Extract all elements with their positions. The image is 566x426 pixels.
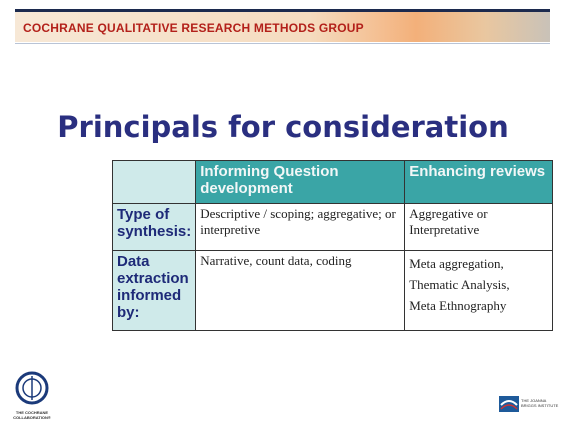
header-rule (15, 43, 550, 44)
header-banner: Cochrane Qualitative Research Methods Gr… (15, 9, 550, 42)
row-header: Data extraction informed by: (111, 250, 197, 331)
table-cell: Meta aggregation, Thematic Analysis, Met… (404, 250, 553, 331)
left-logo-text: The Cochrane Collaboration® (13, 410, 51, 420)
table-cell: Descriptive / scoping; aggregative; or i… (195, 203, 406, 251)
table-cell: Aggregative or Interpretative (404, 203, 553, 251)
header-title: Cochrane Qualitative Research Methods Gr… (23, 21, 364, 35)
table-header-row: Informing Question development Enhancing… (111, 160, 553, 204)
table-row: Data extraction informed by: Narrative, … (111, 250, 553, 331)
jbi-logo (499, 396, 519, 412)
cell-line: Meta aggregation, (409, 256, 504, 271)
principles-table: Informing Question development Enhancing… (111, 160, 553, 331)
corner-cell (111, 160, 197, 204)
row-header: Type of synthesis: (111, 203, 197, 251)
cochrane-logo (15, 371, 49, 405)
right-logo-text: The Joanna Briggs Institute (521, 398, 559, 408)
table-cell: Narrative, count data, coding (195, 250, 406, 331)
slide-title: Principals for consideration (57, 110, 509, 144)
column-header: Enhancing reviews (404, 160, 553, 204)
column-header: Informing Question development (195, 160, 406, 204)
cell-line: Meta Ethnography (409, 298, 507, 313)
table-row: Type of synthesis: Descriptive / scoping… (111, 203, 553, 251)
cell-line: Thematic Analysis, (409, 277, 510, 292)
